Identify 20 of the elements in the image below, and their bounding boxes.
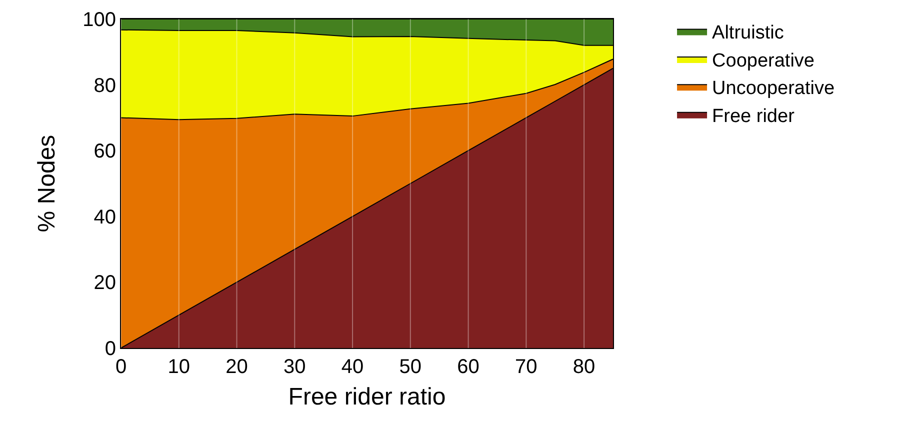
legend-label: Free rider [712, 106, 796, 127]
x-tick-label: 70 [515, 356, 538, 378]
x-tick-label: 20 [226, 356, 248, 378]
x-axis-title: Free rider ratio [288, 383, 446, 410]
y-tick-label: 60 [94, 140, 116, 163]
legend-label: Altruistic [712, 22, 784, 44]
y-tick-label: 80 [94, 74, 116, 97]
x-tick-label: 30 [284, 356, 306, 378]
y-axis-title: % Nodes [34, 134, 61, 232]
y-tick-label: 0 [104, 338, 116, 360]
x-tick-label: 40 [341, 356, 364, 378]
x-tick-label: 10 [168, 356, 190, 378]
x-tick-label: 50 [399, 356, 422, 378]
legend-label: Uncooperative [712, 78, 835, 100]
y-tick-label: 20 [94, 272, 116, 294]
x-tick-label: 60 [457, 356, 480, 378]
y-tick-label: 100 [82, 9, 116, 31]
y-tick-label: 40 [94, 206, 116, 228]
legend-label: Cooperative [712, 50, 814, 72]
x-tick-label: 80 [572, 356, 596, 378]
